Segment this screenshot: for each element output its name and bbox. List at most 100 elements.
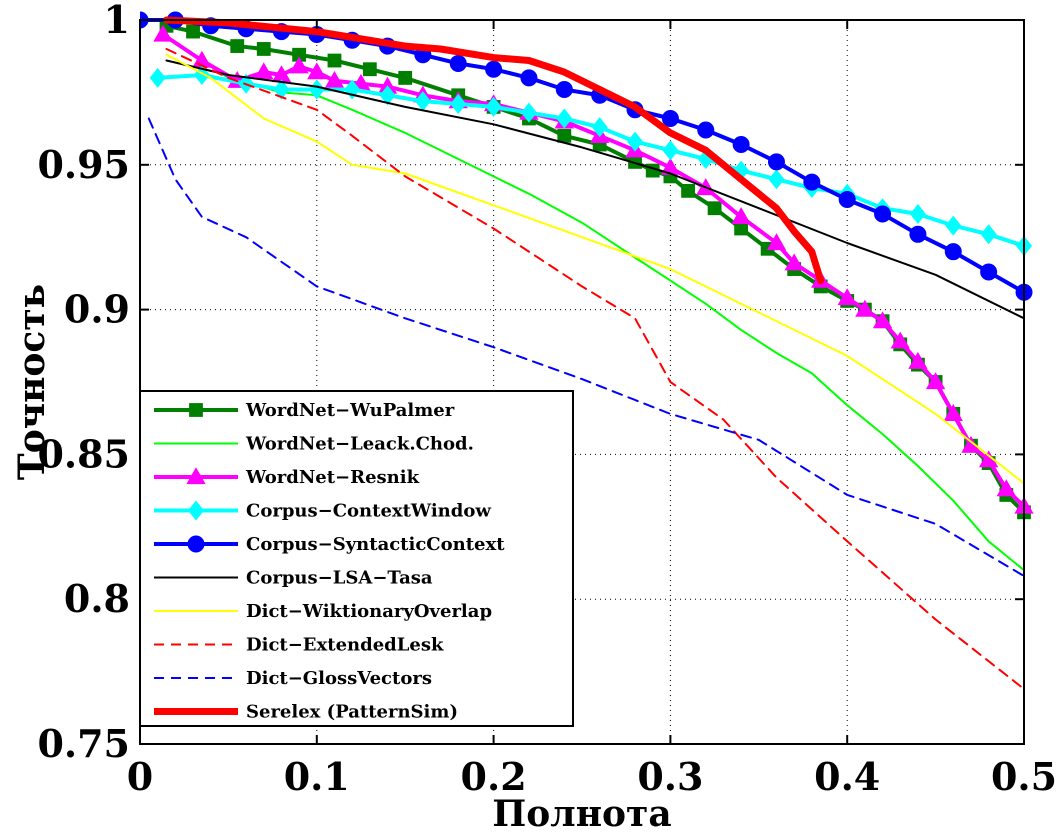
legend-entry-dict-glossvectors: Dict−GlossVectors [154, 668, 432, 689]
series-layer [140, 11, 1034, 690]
y-tick-label: 0.95 [37, 142, 130, 187]
x-tick-label: 0.1 [284, 754, 350, 799]
series-point-corpus-contextwindow [909, 204, 926, 225]
series-line-wordnet-resnik [161, 32, 1026, 509]
series-point-wordnet-wupalmer [557, 128, 572, 143]
legend-label-wordnet-leack-chod: WordNet−Leack.Chod. [245, 434, 474, 455]
series-line-corpus-lsa-tasa [165, 59, 1025, 320]
series-point-wordnet-resnik [855, 299, 875, 317]
series-point-corpus-contextwindow [450, 93, 467, 114]
series-point-corpus-contextwindow [591, 117, 608, 138]
series-point-corpus-contextwindow [662, 140, 679, 161]
plot-frame [139, 19, 1025, 745]
x-tick-label: 0.4 [814, 754, 880, 799]
legend-marker-wordnet-resnik [186, 467, 206, 485]
legend-entry-corpus-lsa-tasa: Corpus−LSA−Tasa [154, 568, 433, 589]
y-tick-label: 0.9 [64, 287, 130, 332]
legend-entry-wordnet-leack-chod: WordNet−Leack.Chod. [154, 434, 474, 455]
x-tick-label: 0.3 [637, 754, 703, 799]
legend-box [139, 390, 574, 727]
series-line-dict-extendedlesk [165, 48, 1025, 690]
series-corpus-lsa-tasa [165, 59, 1025, 320]
legend-entry-dict-extendedlesk: Dict−ExtendedLesk [154, 635, 444, 656]
legend-entry-corpus-contextwindow: Corpus−ContextWindow [154, 500, 491, 522]
series-point-corpus-contextwindow [520, 102, 537, 123]
series-point-wordnet-wupalmer [256, 42, 271, 56]
series-wordnet-leack-chod [165, 36, 1025, 572]
legend-label-dict-glossvectors: Dict−GlossVectors [246, 668, 432, 689]
tick-labels: 0 0.1 0.2 0.3 0.4 0.5 0.75 0.8 0.85 0.9 0.95 1 [37, 0, 1057, 799]
y-axis-title: Точность [11, 284, 53, 480]
series-dict-glossvectors [147, 117, 1025, 577]
series-line-wordnet-leack-chod [165, 36, 1025, 572]
series-point-wordnet-wupalmer [327, 53, 342, 68]
series-point-wordnet-resnik [890, 331, 910, 349]
series-point-corpus-syntacticcontext [555, 81, 573, 99]
series-point-wordnet-resnik [766, 233, 787, 251]
series-line-dict-wiktionaryoverlap [165, 53, 1025, 485]
series-point-wordnet-resnik [289, 56, 309, 74]
series-point-corpus-syntacticcontext [661, 109, 679, 127]
legend-label-serelex-patternsim: Serelex (PatternSim) [246, 702, 458, 723]
series-point-wordnet-resnik [153, 24, 173, 42]
series-point-corpus-contextwindow [627, 131, 644, 152]
legend-entry-serelex-patternsim: Serelex (PatternSim) [154, 702, 458, 723]
series-dict-extendedlesk [165, 48, 1025, 690]
series-point-wordnet-wupalmer [681, 183, 695, 198]
legend-entry-corpus-syntacticcontext: Corpus−SyntacticContext [154, 534, 505, 555]
series-point-corpus-syntacticcontext [874, 205, 892, 223]
legend-label-corpus-syntacticcontext: Corpus−SyntacticContext [246, 534, 505, 555]
x-axis-title: Полнота [492, 793, 671, 834]
series-point-corpus-syntacticcontext [980, 263, 998, 281]
legend-label-dict-wiktionaryoverlap: Dict−WiktionaryOverlap [246, 601, 492, 622]
series-point-wordnet-wupalmer [230, 39, 245, 53]
series-point-wordnet-resnik [307, 62, 327, 80]
series-point-corpus-syntacticcontext [909, 225, 927, 243]
series-point-corpus-contextwindow [485, 96, 502, 117]
y-tick-label: 1 [104, 0, 130, 42]
series-point-corpus-contextwindow [379, 85, 396, 106]
y-tick-label: 0.8 [64, 576, 130, 621]
series-corpus-syntacticcontext [140, 11, 1033, 301]
series-point-wordnet-resnik [731, 207, 751, 225]
series-point-wordnet-resnik [872, 311, 893, 329]
series-point-wordnet-resnik [943, 404, 963, 421]
series-point-corpus-syntacticcontext [838, 191, 856, 209]
series-point-corpus-syntacticcontext [697, 121, 715, 139]
series-point-wordnet-wupalmer [398, 71, 413, 85]
series-point-corpus-syntacticcontext [485, 60, 503, 78]
series-point-corpus-contextwindow [768, 169, 785, 190]
series-point-wordnet-resnik [996, 479, 1016, 497]
legend-marker-wordnet-wupalmer [189, 403, 203, 417]
y-tick-label: 0.85 [37, 431, 130, 476]
legend-label-wordnet-resnik: WordNet−Resnik [245, 467, 420, 488]
legend-marker-corpus-contextwindow [187, 500, 205, 521]
series-point-corpus-syntacticcontext [732, 136, 750, 154]
x-tick-label: 0 [127, 754, 153, 799]
series-point-corpus-syntacticcontext [803, 173, 821, 191]
legend-entry-wordnet-resnik: WordNet−Resnik [154, 467, 420, 488]
legend-label-corpus-lsa-tasa: Corpus−LSA−Tasa [246, 568, 433, 589]
legend-entry-dict-wiktionaryoverlap: Dict−WiktionaryOverlap [154, 601, 492, 622]
series-point-corpus-syntacticcontext [449, 54, 467, 72]
series-point-corpus-syntacticcontext [944, 243, 962, 261]
series-point-wordnet-resnik [908, 351, 928, 369]
series-dict-wiktionaryoverlap [165, 53, 1025, 485]
x-tick-label: 0.2 [461, 754, 527, 799]
series-point-corpus-syntacticcontext [767, 153, 785, 171]
legend-marker-corpus-syntacticcontext [187, 535, 205, 553]
series-point-wordnet-resnik [784, 253, 804, 271]
series-point-wordnet-wupalmer [707, 201, 722, 216]
legend-label-dict-extendedlesk: Dict−ExtendedLesk [246, 635, 444, 656]
y-tick-label: 0.75 [37, 721, 130, 766]
legend: WordNet−WuPalmer WordNet−Leack.Chod. WordN… [139, 390, 574, 727]
legend-label-wordnet-wupalmer: WordNet−WuPalmer [245, 400, 455, 421]
series-line-serelex-patternsim [163, 16, 825, 285]
series-serelex-patternsim [163, 16, 825, 285]
series-point-wordnet-wupalmer [362, 62, 377, 77]
series-line-dict-glossvectors [147, 117, 1025, 577]
series-point-corpus-contextwindow [273, 79, 290, 100]
series-point-corpus-contextwindow [149, 67, 166, 88]
series-point-corpus-contextwindow [344, 79, 361, 100]
